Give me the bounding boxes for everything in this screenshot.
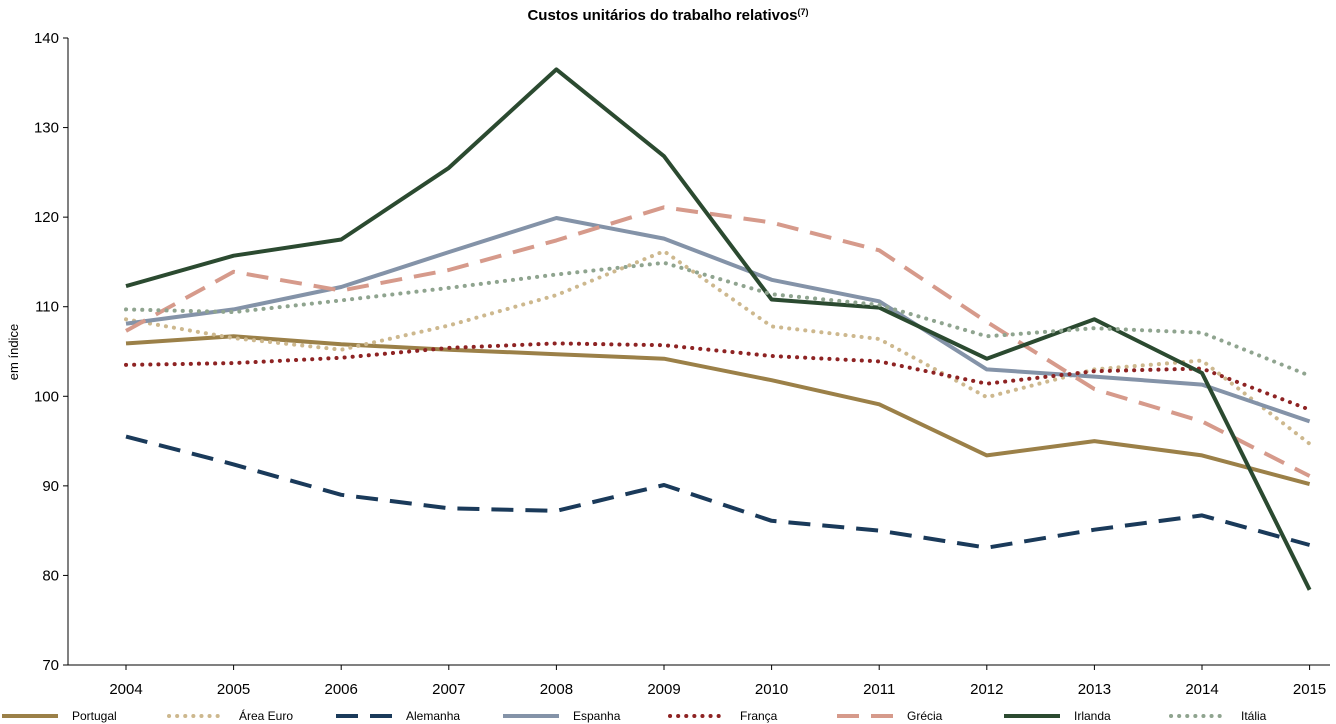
chart-title-main: Custos unitários do trabalho relativos	[527, 7, 797, 24]
y-axis-ticks: 70 80 90 100 110 120 130 140	[34, 30, 68, 674]
series-line-area-euro	[124, 249, 1312, 446]
y-axis-title: em índice	[6, 324, 21, 380]
series-line-irlanda	[125, 67, 1312, 591]
x-axis-ticks: 2004 2005 2006 2007 2008 2009 2010 2011 2012 2013…	[109, 665, 1326, 698]
series-lines	[124, 67, 1312, 591]
y-tick-label: 110	[35, 299, 59, 316]
y-tick-label: 140	[34, 30, 59, 47]
x-tick-label: 2011	[863, 681, 895, 698]
series-line-alemanha	[125, 434, 1311, 550]
legend-label-espanha: Espanha	[573, 709, 621, 723]
series-line-espanha	[125, 216, 1311, 424]
legend-label-alemanha: Alemanha	[406, 709, 460, 723]
y-tick-label: 80	[42, 567, 59, 584]
chart-title-superscript: (7)	[798, 7, 809, 17]
legend-label-grecia: Grécia	[907, 709, 943, 723]
series-line-grecia	[125, 205, 1311, 478]
y-tick-label: 90	[42, 478, 59, 495]
legend-label-franca: França	[740, 709, 778, 723]
x-tick-label: 2007	[432, 681, 465, 698]
x-tick-label: 2004	[109, 681, 142, 698]
y-tick-label: 70	[42, 657, 59, 674]
x-tick-label: 2014	[1185, 681, 1218, 698]
legend-label-area-euro: Área Euro	[239, 708, 293, 723]
legend-label-irlanda: Irlanda	[1074, 709, 1111, 723]
legend-label-portugal: Portugal	[72, 709, 117, 723]
y-tick-label: 100	[34, 388, 59, 405]
x-tick-label: 2006	[325, 681, 358, 698]
x-tick-label: 2008	[540, 681, 573, 698]
legend: Portugal Área Euro Alemanha Espanha França Gr…	[2, 708, 1267, 723]
series-line-franca	[124, 341, 1312, 412]
series-line-portugal	[125, 334, 1311, 487]
x-tick-label: 2010	[755, 681, 788, 698]
legend-label-italia: Itália	[1241, 709, 1267, 723]
x-tick-label: 2013	[1078, 681, 1111, 698]
x-tick-label: 2012	[970, 681, 1003, 698]
x-tick-label: 2009	[647, 681, 680, 698]
chart-title: Custos unitários do trabalho relativos(7…	[527, 7, 808, 24]
y-tick-label: 130	[34, 120, 59, 137]
x-tick-label: 2005	[217, 681, 250, 698]
x-tick-label: 2015	[1293, 681, 1326, 698]
y-tick-label: 120	[34, 209, 59, 226]
